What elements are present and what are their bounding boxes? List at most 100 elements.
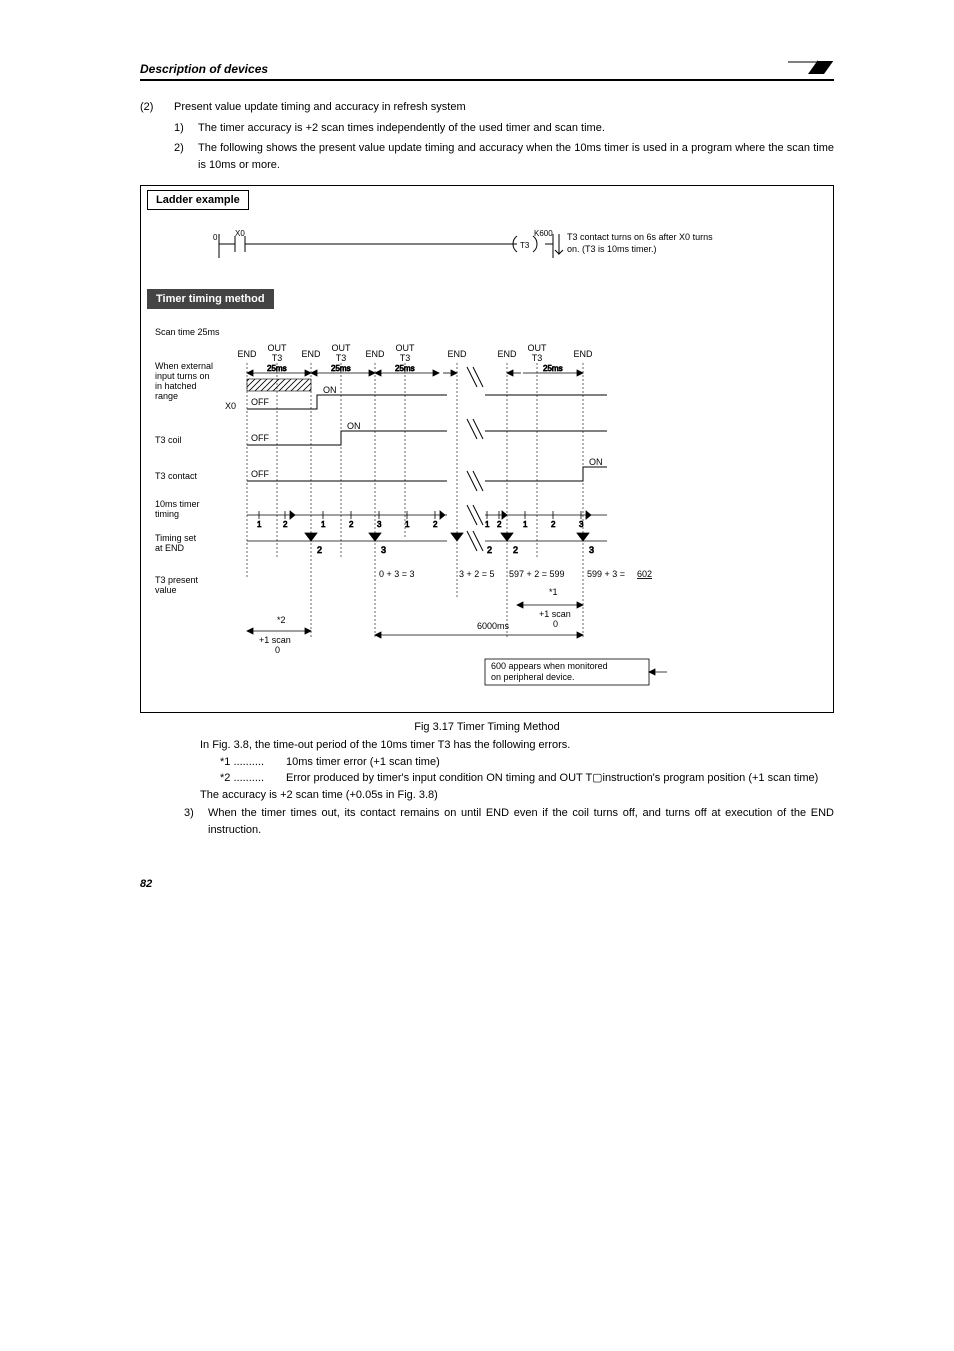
subitem-text: The timer accuracy is +2 scan times inde… xyxy=(198,120,834,137)
page-header: Description of devices xyxy=(140,60,834,81)
section-heading: (2) Present value update timing and accu… xyxy=(140,99,834,116)
svg-text:2: 2 xyxy=(487,545,492,555)
subitem-text: The following shows the present value up… xyxy=(198,140,834,173)
svg-text:1: 1 xyxy=(257,520,262,529)
svg-text:T3: T3 xyxy=(272,353,283,363)
scan-time-label: Scan time 25ms xyxy=(155,327,220,337)
svg-text:timing: timing xyxy=(155,509,179,519)
svg-text:3: 3 xyxy=(579,520,584,529)
ladder-label: Ladder example xyxy=(147,190,249,210)
svg-text:When external: When external xyxy=(155,361,213,371)
svg-text:OFF: OFF xyxy=(251,469,269,479)
note-text: Error produced by timer's input conditio… xyxy=(286,770,834,787)
svg-text:END: END xyxy=(497,349,517,359)
page-number: 82 xyxy=(140,878,834,890)
figure-box: Ladder example 0 X0 K600 T3 T3 contact t… xyxy=(140,185,834,713)
ladder-note2: on. (T3 is 10ms timer.) xyxy=(567,244,657,254)
svg-text:602: 602 xyxy=(637,569,652,579)
svg-text:OUT: OUT xyxy=(332,343,352,353)
svg-text:on peripheral device.: on peripheral device. xyxy=(491,672,575,682)
svg-text:2: 2 xyxy=(513,545,518,555)
svg-text:+1 scan: +1 scan xyxy=(259,635,291,645)
svg-text:T3 contact: T3 contact xyxy=(155,471,198,481)
svg-text:2: 2 xyxy=(433,520,438,529)
svg-text:597 + 2 = 599: 597 + 2 = 599 xyxy=(509,569,565,579)
svg-text:END: END xyxy=(301,349,321,359)
note-text: 10ms timer error (+1 scan time) xyxy=(286,754,834,771)
subitem-3: 3) When the timer times out, its contact… xyxy=(184,805,834,838)
svg-text:END: END xyxy=(365,349,385,359)
contact-x0: X0 xyxy=(235,229,245,238)
header-title: Description of devices xyxy=(140,62,268,76)
svg-text:OFF: OFF xyxy=(251,397,269,407)
step-num: 0 xyxy=(213,233,218,242)
svg-text:T3 coil: T3 coil xyxy=(155,435,182,445)
notes-accuracy: The accuracy is +2 scan time (+0.05s in … xyxy=(200,787,834,804)
svg-text:0: 0 xyxy=(275,645,280,655)
k-value: K600 xyxy=(534,229,553,238)
timing-diagram: Scan time 25ms END OUT T3 END OUT T3 END… xyxy=(141,315,833,712)
svg-text:X0: X0 xyxy=(225,401,236,411)
svg-text:1: 1 xyxy=(405,520,410,529)
ladder-note1: T3 contact turns on 6s after X0 turns xyxy=(567,232,713,242)
svg-text:END: END xyxy=(237,349,257,359)
timer-name: T3 xyxy=(520,241,530,250)
note-2: *2 .......... Error produced by timer's … xyxy=(220,770,834,787)
header-decor-icon xyxy=(788,60,834,77)
svg-text:1: 1 xyxy=(523,520,528,529)
svg-text:range: range xyxy=(155,391,178,401)
section-title: Present value update timing and accuracy… xyxy=(174,99,834,116)
svg-text:Timing set: Timing set xyxy=(155,533,197,543)
svg-text:at END: at END xyxy=(155,543,185,553)
subitem-num: 1) xyxy=(174,120,192,137)
subitem-text: When the timer times out, its contact re… xyxy=(208,805,834,838)
svg-text:*2: *2 xyxy=(277,615,286,625)
svg-text:2: 2 xyxy=(283,520,288,529)
svg-text:25ms: 25ms xyxy=(543,364,563,373)
ladder-label-row: Ladder example xyxy=(141,186,833,216)
svg-text:3: 3 xyxy=(377,520,382,529)
svg-text:2: 2 xyxy=(317,545,322,555)
svg-text:600 appears when monitored: 600 appears when monitored xyxy=(491,661,608,671)
svg-text:OUT: OUT xyxy=(268,343,288,353)
note-label: *1 .......... xyxy=(220,754,280,771)
svg-text:+1 scan: +1 scan xyxy=(539,609,571,619)
svg-text:T3: T3 xyxy=(532,353,543,363)
svg-text:2: 2 xyxy=(497,520,502,529)
figure-notes: In Fig. 3.8, the time-out period of the … xyxy=(200,737,834,803)
subitem-2: 2) The following shows the present value… xyxy=(174,140,834,173)
svg-text:3 + 2 = 5: 3 + 2 = 5 xyxy=(459,569,495,579)
svg-text:*1: *1 xyxy=(549,587,558,597)
svg-text:in hatched: in hatched xyxy=(155,381,197,391)
subitem-num: 2) xyxy=(174,140,192,173)
svg-text:1: 1 xyxy=(485,520,490,529)
svg-text:599 + 3 =: 599 + 3 = xyxy=(587,569,625,579)
svg-text:input turns on: input turns on xyxy=(155,371,210,381)
figure-caption: Fig 3.17 Timer Timing Method xyxy=(140,721,834,733)
svg-text:3: 3 xyxy=(589,545,594,555)
svg-text:END: END xyxy=(447,349,467,359)
svg-text:ON: ON xyxy=(323,385,337,395)
svg-text:T3 present: T3 present xyxy=(155,575,199,585)
ladder-diagram: 0 X0 K600 T3 T3 contact turns on 6s afte… xyxy=(141,216,833,285)
svg-text:END: END xyxy=(573,349,593,359)
notes-intro: In Fig. 3.8, the time-out period of the … xyxy=(200,737,834,754)
svg-text:ON: ON xyxy=(347,421,361,431)
note-label: *2 .......... xyxy=(220,770,280,787)
subitem-num: 3) xyxy=(184,805,202,838)
section-num: (2) xyxy=(140,99,164,116)
note-1: *1 .......... 10ms timer error (+1 scan … xyxy=(220,754,834,771)
svg-text:0 + 3 = 3: 0 + 3 = 3 xyxy=(379,569,415,579)
svg-text:ON: ON xyxy=(589,457,603,467)
svg-text:OUT: OUT xyxy=(528,343,548,353)
svg-text:2: 2 xyxy=(349,520,354,529)
section-body: (2) Present value update timing and accu… xyxy=(140,99,834,173)
svg-text:3: 3 xyxy=(381,545,386,555)
timing-label: Timer timing method xyxy=(147,289,274,309)
svg-text:T3: T3 xyxy=(336,353,347,363)
svg-text:10ms timer: 10ms timer xyxy=(155,499,200,509)
svg-text:OUT: OUT xyxy=(396,343,416,353)
subitem-1: 1) The timer accuracy is +2 scan times i… xyxy=(174,120,834,137)
svg-text:25ms: 25ms xyxy=(267,364,287,373)
svg-text:OFF: OFF xyxy=(251,433,269,443)
